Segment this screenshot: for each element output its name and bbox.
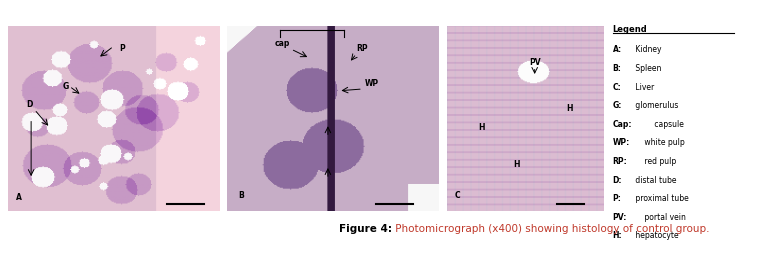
Text: H: H (514, 160, 520, 169)
Text: Legend: Legend (613, 25, 648, 34)
Text: PV:: PV: (613, 213, 627, 222)
Text: proximal tube: proximal tube (633, 194, 688, 203)
Text: Cap:: Cap: (613, 120, 632, 129)
Text: C: C (455, 191, 460, 200)
Text: portal vein: portal vein (642, 213, 686, 222)
Text: Liver: Liver (633, 83, 654, 92)
Text: PV: PV (529, 58, 541, 67)
Text: WP:: WP: (613, 138, 630, 147)
Text: Figure 4:: Figure 4: (339, 224, 392, 234)
Text: C:: C: (613, 83, 622, 92)
Text: Kidney: Kidney (633, 45, 661, 54)
Text: white pulp: white pulp (642, 138, 685, 147)
Text: cap: cap (275, 39, 290, 48)
Text: distal tube: distal tube (633, 176, 676, 185)
Text: B:: B: (613, 64, 622, 73)
Text: G: G (63, 82, 69, 91)
Text: A:: A: (613, 45, 622, 54)
Text: D:: D: (613, 176, 622, 185)
Text: H:: H: (613, 231, 622, 240)
Text: Photomicrograph (x400) showing histology of control group.: Photomicrograph (x400) showing histology… (392, 224, 710, 234)
Text: B: B (238, 191, 244, 200)
Text: H: H (478, 123, 485, 132)
Text: A: A (16, 193, 21, 202)
Text: capsule: capsule (652, 120, 684, 129)
Text: P: P (119, 44, 125, 53)
Text: RP: RP (357, 44, 368, 53)
Text: hepatocyte: hepatocyte (633, 231, 678, 240)
Text: red pulp: red pulp (642, 157, 677, 166)
Text: Spleen: Spleen (633, 64, 661, 73)
Text: H: H (566, 104, 572, 113)
Text: D: D (26, 100, 32, 109)
Text: glomerulus: glomerulus (633, 101, 678, 110)
Text: WP: WP (365, 79, 379, 88)
Text: RP:: RP: (613, 157, 627, 166)
Text: G:: G: (613, 101, 622, 110)
Text: P:: P: (613, 194, 622, 203)
